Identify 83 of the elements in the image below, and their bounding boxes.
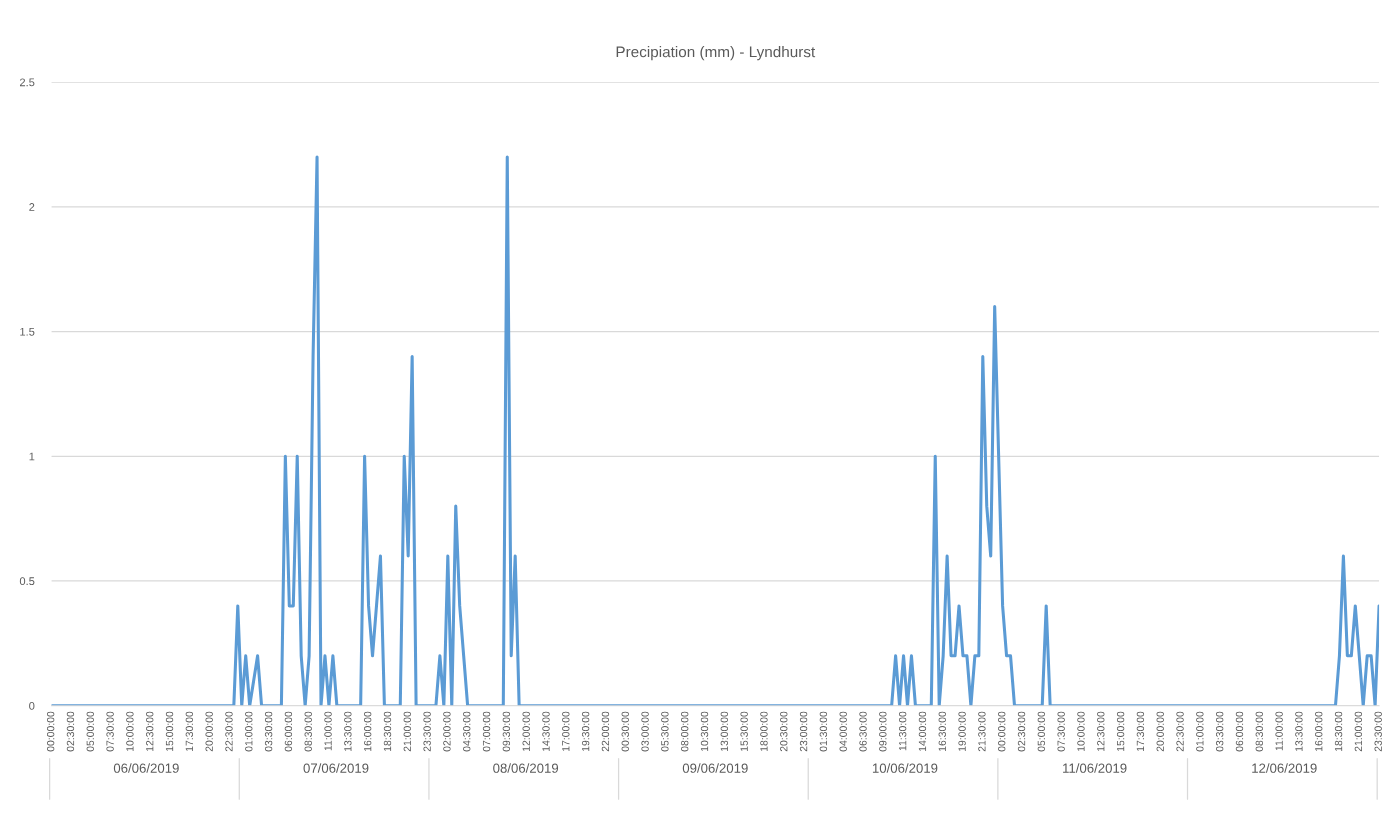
x-tick-label: 03:30:00 xyxy=(1215,711,1224,752)
x-tick-label: 19:00:00 xyxy=(958,711,966,751)
x-tick-label: 06:00:00 xyxy=(1235,711,1244,752)
x-tick-label: 20:00:00 xyxy=(1156,711,1164,752)
text: 06/06/2019 xyxy=(113,763,179,773)
y-tick-label: 1.5 xyxy=(20,327,35,336)
x-tick-label: 12:30:00 xyxy=(1097,711,1105,751)
x-tick-label: 15:00:00 xyxy=(1116,711,1125,751)
x-tick-label: 03:30:00 xyxy=(264,711,273,752)
x-tick-label: 13:30:00 xyxy=(344,711,352,751)
x-tick-label: 11:00:00 xyxy=(324,711,332,751)
x-tick-label: 06:00:00 xyxy=(284,711,293,752)
x-tick-label: 13:00:00 xyxy=(720,711,729,751)
x-tick-label: 12:00:00 xyxy=(522,711,530,751)
x-tick-label: 10:00:00 xyxy=(1077,711,1085,751)
x-tick-label: 21:30:00 xyxy=(978,711,986,752)
x-tick-label: 10:00:00 xyxy=(126,711,134,751)
x-tick-label: 22:30:00 xyxy=(1176,711,1184,752)
x-tick-label: 11:00:00 xyxy=(1275,711,1283,751)
x-tick-label: 23:00:00 xyxy=(799,711,808,752)
x-tick-label: 02:30:00 xyxy=(1017,711,1026,752)
x-tick-label: 23:30:00 xyxy=(1374,711,1382,752)
x-tick-label: 11:30:00 xyxy=(898,711,907,751)
x-tick-label: 17:00:00 xyxy=(562,711,570,751)
chart-title: Precipiation (mm) - Lyndhurst xyxy=(616,46,816,61)
x-tick-label: 23:30:00 xyxy=(423,711,431,752)
x-tick-label: 18:30:00 xyxy=(383,711,392,751)
x-tick-label: 01:00:00 xyxy=(1196,711,1204,752)
x-tick-label: 14:30:00 xyxy=(542,711,550,751)
x-tick-label: 06:30:00 xyxy=(859,711,867,752)
x-tick-label: 04:00:00 xyxy=(839,711,847,752)
x-tick-label: 01:00:00 xyxy=(245,711,253,752)
x-tick-label: 13:30:00 xyxy=(1295,711,1303,751)
y-tick-label: 1 xyxy=(29,452,35,461)
x-tick-label: 17:30:00 xyxy=(1136,711,1145,751)
x-tick-label: 00:30:00 xyxy=(621,711,629,752)
x-tick-label: 03:00:00 xyxy=(641,711,649,752)
text: 10/06/2019 xyxy=(872,763,938,773)
line-series xyxy=(51,155,1380,706)
x-tick-label: 18:30:00 xyxy=(1334,711,1343,751)
text: 12/06/2019 xyxy=(1252,763,1317,773)
x-tick-label: 09:30:00 xyxy=(502,711,511,752)
x-tick-label: 17:30:00 xyxy=(185,711,194,751)
x-tick-label: 00:00:00 xyxy=(46,711,55,752)
text: 09/06/2019 xyxy=(682,763,748,773)
x-tick-label: 14:00:00 xyxy=(918,711,927,751)
text: 11/06/2019 xyxy=(1063,763,1127,773)
text: 08/06/2019 xyxy=(493,763,559,773)
x-tick-label: 07:30:00 xyxy=(1057,711,1065,752)
x-tick-label: 02:30:00 xyxy=(66,711,75,752)
x-tick-label: 09:00:00 xyxy=(879,711,887,752)
y-tick-label: 2.5 xyxy=(19,78,35,87)
x-tick-label: 18:00:00 xyxy=(760,711,768,751)
x-tick-label: 00:00:00 xyxy=(998,711,1006,752)
x-tick-label: 05:00:00 xyxy=(1037,711,1046,752)
x-tick-label: 01:30:00 xyxy=(819,711,828,752)
x-tick-label: 05:30:00 xyxy=(661,711,669,752)
x-tick-label: 19:30:00 xyxy=(581,711,590,751)
x-tick-label: 07:00:00 xyxy=(482,711,491,752)
x-tick-label: 15:30:00 xyxy=(740,711,748,751)
x-tick-label: 12:30:00 xyxy=(146,711,154,751)
text: 07/06/2019 xyxy=(303,763,369,773)
x-tick-label: 10:30:00 xyxy=(700,711,709,751)
x-tick-label: 22:30:00 xyxy=(225,711,233,752)
x-tick-label: 08:30:00 xyxy=(1255,711,1263,752)
x-tick-label: 21:00:00 xyxy=(403,711,411,752)
x-tick-label: 20:30:00 xyxy=(780,711,788,752)
x-tick-label: 15:00:00 xyxy=(165,711,174,751)
x-tick-label: 07:30:00 xyxy=(106,711,114,752)
x-tick-label: 08:00:00 xyxy=(681,711,689,752)
x-tick-label: 05:00:00 xyxy=(86,711,94,752)
x-tick-label: 16:00:00 xyxy=(363,711,372,751)
x-tick-label: 08:30:00 xyxy=(304,711,312,752)
y-tick-label: 0.5 xyxy=(19,577,35,586)
x-tick-label: 16:30:00 xyxy=(938,711,946,751)
x-tick-label: 04:30:00 xyxy=(463,711,471,752)
y-tick-label: 0 xyxy=(29,701,35,710)
x-tick-label: 20:00:00 xyxy=(205,711,213,752)
x-tick-label: 21:00:00 xyxy=(1354,711,1363,752)
x-tick-label: 16:00:00 xyxy=(1315,711,1323,751)
x-tick-label: 02:00:00 xyxy=(443,711,451,752)
x-tick-label: 22:00:00 xyxy=(601,711,610,752)
y-tick-label: 2 xyxy=(29,203,35,211)
